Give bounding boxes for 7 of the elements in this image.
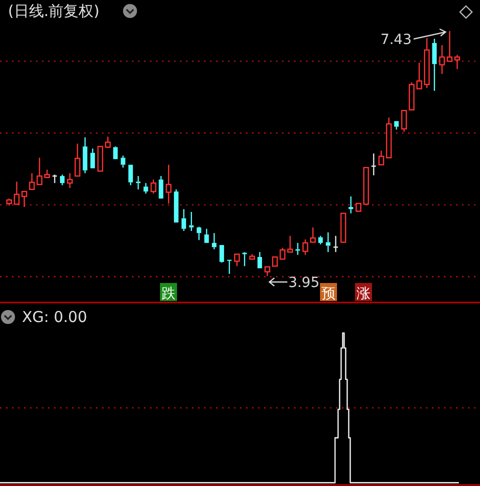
text: 跌 xyxy=(162,286,176,302)
chart-title: (日线.前复权) xyxy=(8,2,100,20)
text: 预 xyxy=(322,286,336,302)
annotation: 7.43 xyxy=(380,32,412,48)
chart-title: XG: 0.00 xyxy=(22,308,88,326)
text: 涨 xyxy=(356,286,370,302)
annotation: 3.95 xyxy=(288,275,320,291)
